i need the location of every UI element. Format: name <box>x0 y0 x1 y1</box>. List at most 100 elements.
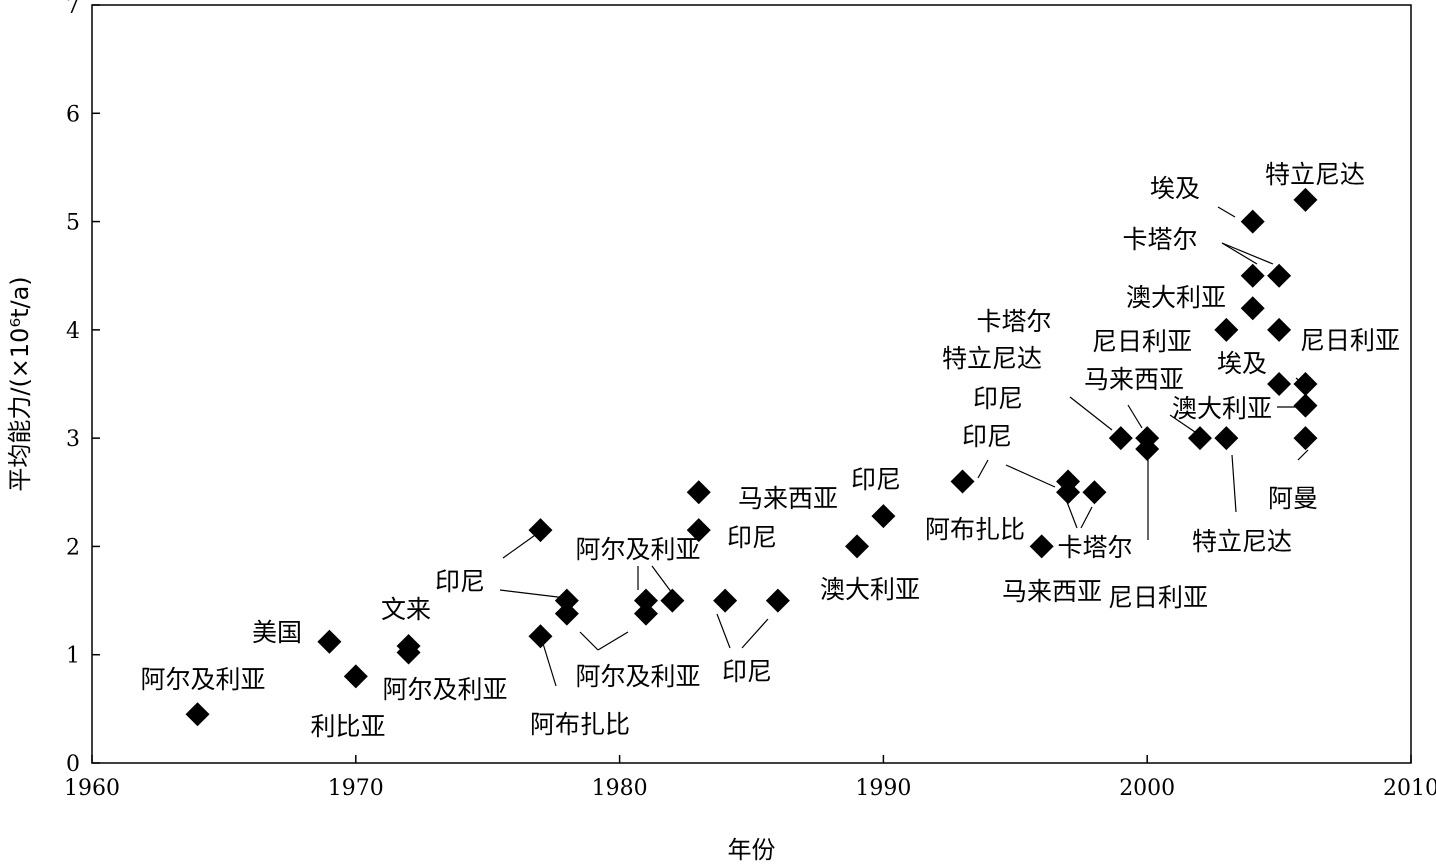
point-label: 卡塔尔 <box>1057 533 1132 562</box>
data-point <box>1240 263 1265 288</box>
point-label: 特立尼达 <box>1265 160 1365 189</box>
data-point <box>871 504 896 529</box>
point-label: 美国 <box>252 618 302 647</box>
point-label: 文来 <box>381 595 431 624</box>
leader-line <box>579 631 599 651</box>
point-label: 尼日利亚 <box>1092 327 1192 356</box>
point-label: 阿尔及利亚 <box>140 665 265 694</box>
data-point <box>1029 534 1054 559</box>
point-label: 卡塔尔 <box>1122 225 1197 254</box>
point-label: 阿曼 <box>1268 484 1318 513</box>
data-point <box>317 629 342 654</box>
y-tick-label: 2 <box>66 535 80 560</box>
data-point <box>713 588 738 613</box>
leader-line <box>1080 506 1093 529</box>
x-tick-label: 1970 <box>328 776 384 801</box>
data-point <box>528 624 553 649</box>
point-label: 特立尼达 <box>1192 527 1292 556</box>
point-label: 印尼 <box>435 567 485 596</box>
y-tick-label: 4 <box>66 319 80 344</box>
leader-line <box>1066 501 1078 529</box>
data-point <box>686 518 711 543</box>
point-label: 阿尔及利亚 <box>382 675 507 704</box>
point-label: 印尼 <box>722 657 772 686</box>
data-point <box>1293 187 1318 212</box>
data-point <box>1240 209 1265 234</box>
leader-line <box>651 565 673 594</box>
data-point <box>1214 317 1239 342</box>
data-point <box>845 534 870 559</box>
point-label: 埃及 <box>1217 349 1267 378</box>
leader-line <box>977 459 989 479</box>
annotation-leader-lines <box>499 206 1309 687</box>
point-label: 卡塔尔 <box>976 307 1051 336</box>
data-point <box>1267 317 1292 342</box>
point-label: 马来西亚 <box>1002 577 1102 606</box>
data-point <box>1056 480 1081 505</box>
data-point <box>1135 436 1160 461</box>
y-tick-label: 0 <box>66 752 80 777</box>
y-tick-label: 6 <box>66 102 80 127</box>
leader-line <box>1127 404 1143 429</box>
data-point <box>1082 480 1107 505</box>
data-point <box>1240 296 1265 321</box>
x-tick-label: 1980 <box>592 776 648 801</box>
data-points <box>185 187 1318 727</box>
axes: 1960 1970 1980 1990 2000 2010 0 1 2 3 4 5 6 7 <box>64 0 1436 801</box>
point-label: 印尼 <box>727 523 777 552</box>
leader-line <box>1297 449 1309 461</box>
data-point <box>185 702 210 727</box>
point-label: 利比亚 <box>310 712 385 741</box>
point-label: 马来西亚 <box>738 484 838 513</box>
point-label: 阿尔及利亚 <box>575 535 700 564</box>
data-point <box>633 601 658 626</box>
x-tick-label: 1960 <box>64 776 120 801</box>
leader-line <box>1169 414 1196 433</box>
leader-line <box>1221 242 1258 265</box>
data-point <box>396 640 421 665</box>
x-axis-title: 年份 <box>728 836 776 864</box>
y-tick-label: 1 <box>66 644 80 669</box>
data-point <box>343 664 368 689</box>
point-label: 特立尼达 <box>942 344 1042 373</box>
data-point <box>554 588 579 613</box>
plot-frame <box>91 4 1412 764</box>
leader-line <box>1069 396 1113 431</box>
point-label: 尼日利亚 <box>1108 583 1208 612</box>
leader-line <box>716 613 731 649</box>
data-point <box>1293 393 1318 418</box>
data-point <box>1293 372 1318 396</box>
x-tick-label: 1990 <box>855 776 911 801</box>
y-tick-label: 3 <box>66 427 80 452</box>
y-axis-title: 平均能力/(×10⁶t/a) <box>6 276 34 491</box>
point-label: 印尼 <box>962 422 1012 451</box>
point-label: 埃及 <box>1150 174 1200 203</box>
point-label: 澳大利亚 <box>1172 394 1272 423</box>
data-point <box>1267 372 1292 396</box>
leader-line <box>502 532 539 559</box>
data-point <box>1293 426 1318 451</box>
point-label: 阿尔及利亚 <box>575 662 700 691</box>
point-label: 阿布扎比 <box>530 710 630 739</box>
point-label: 印尼 <box>851 465 901 494</box>
leader-line <box>1005 464 1056 488</box>
data-point <box>660 588 685 613</box>
x-tick-label: 2010 <box>1383 776 1436 801</box>
point-label: 尼日利亚 <box>1300 326 1400 355</box>
leader-line <box>741 618 769 649</box>
leader-line <box>499 589 567 599</box>
point-label: 澳大利亚 <box>1126 283 1226 312</box>
leader-line <box>1217 206 1236 218</box>
data-point <box>1267 263 1292 288</box>
data-point <box>554 601 579 626</box>
leader-line <box>597 631 629 651</box>
data-point <box>765 588 790 613</box>
data-point <box>686 480 711 505</box>
point-label: 阿布扎比 <box>925 515 1025 544</box>
data-point <box>633 588 658 613</box>
data-point <box>1187 426 1212 451</box>
data-point <box>1214 426 1239 451</box>
point-label: 印尼 <box>973 384 1023 413</box>
